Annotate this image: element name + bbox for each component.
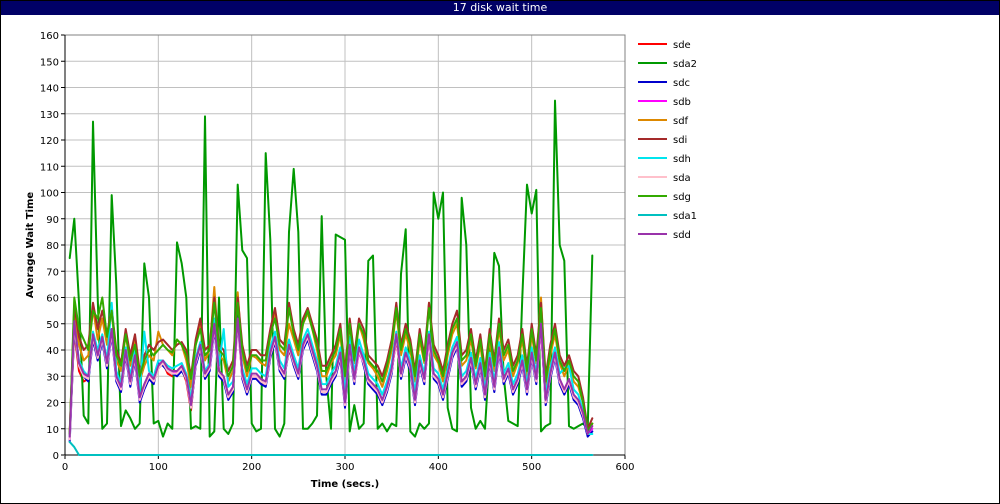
y-tick-label: 120 [40,136,59,147]
y-tick-label: 70 [46,267,59,278]
legend-label-sdb: sdb [673,97,691,108]
series-lines [68,99,594,456]
chart-title: 17 disk wait time [1,1,999,15]
y-tick-label: 30 [46,372,59,383]
y-axis-label: Average Wait Time [25,192,36,299]
y-tick-label: 110 [40,162,59,173]
y-tick-label: 10 [46,425,59,436]
series-line-sdf [68,286,594,433]
legend-label-sdf: sdf [673,116,689,127]
legend-label-sde: sde [673,40,691,51]
legend-label-sda: sda [673,173,691,184]
series-line-sda2 [68,99,594,438]
x-axis-label: Time (secs.) [311,479,380,490]
series-line-sdh [68,301,594,438]
series-line-sdd [68,317,594,438]
tick-labels: 0 10 20 30 40 50 60 70 80 90 100 110 120 130 140 150 160… [40,31,635,473]
x-tick-label: 600 [615,462,634,473]
x-tick-label: 300 [335,462,354,473]
series-line-sdi [68,296,594,435]
y-tick-label: 150 [40,57,59,68]
legend-label-sda1: sda1 [673,211,697,222]
x-tick-label: 400 [429,462,448,473]
legend-label-sdi: sdi [673,135,687,146]
y-tick-label: 50 [46,320,59,331]
legend: sde sda2 sdc sdb sdf sdi sdh sda sdg sda1 sdd [638,40,697,241]
legend-label-sdg: sdg [673,192,691,203]
y-tick-label: 130 [40,110,59,121]
legend-label-sdd: sdd [673,230,691,241]
y-tick-label: 100 [40,189,59,200]
y-tick-label: 0 [53,451,59,462]
y-tick-label: 60 [46,294,59,305]
legend-label-sda2: sda2 [673,59,697,70]
y-tick-label: 80 [46,241,59,252]
x-tick-label: 500 [522,462,541,473]
x-tick-label: 200 [242,462,261,473]
x-tick-label: 100 [149,462,168,473]
x-tick-label: 0 [62,462,68,473]
y-tick-label: 140 [40,84,59,95]
series-line-sda1 [68,440,594,456]
series-line-sdg [68,296,594,435]
legend-label-sdc: sdc [673,78,690,89]
y-tick-label: 20 [46,399,59,410]
legend-label-sdh: sdh [673,154,691,165]
y-tick-label: 40 [46,346,59,357]
y-tick-label: 160 [40,31,59,42]
y-tick-label: 90 [46,215,59,226]
